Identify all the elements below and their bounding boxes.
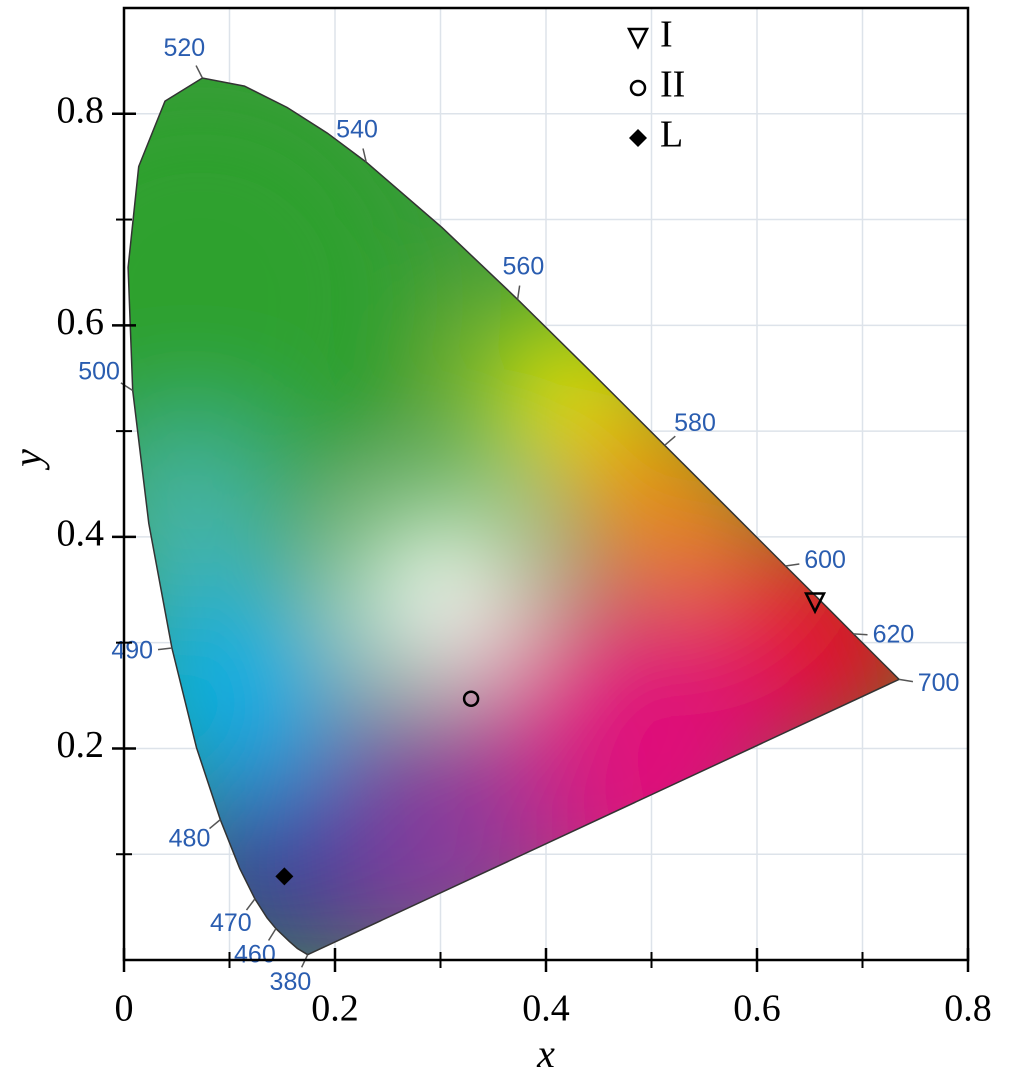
wavelength-label: 560 bbox=[503, 252, 545, 280]
wavelength-tick bbox=[209, 819, 221, 830]
wavelength-tick bbox=[195, 65, 204, 79]
legend-marker bbox=[629, 129, 647, 147]
point-marker bbox=[804, 592, 827, 615]
legend-marker bbox=[629, 79, 647, 97]
wavelength-tick bbox=[245, 898, 256, 911]
legend-label: I bbox=[660, 14, 673, 56]
y-tick-label: 0.4 bbox=[57, 513, 105, 555]
x-tick-label: 0.6 bbox=[733, 988, 781, 1030]
wavelength-tick bbox=[267, 928, 277, 941]
wavelength-label: 460 bbox=[234, 940, 276, 968]
wavelength-label: 620 bbox=[873, 620, 915, 648]
wavelength-label: 540 bbox=[336, 116, 378, 144]
y-tick-label: 0.8 bbox=[57, 89, 105, 131]
legend-marker bbox=[626, 27, 650, 50]
wavelength-tick bbox=[785, 563, 800, 567]
wavelength-label: 500 bbox=[78, 358, 120, 386]
x-tick-label: 0.4 bbox=[522, 988, 570, 1030]
wavelength-label: 700 bbox=[918, 669, 960, 697]
wavelength-label: 600 bbox=[804, 546, 846, 574]
wavelength-label: 490 bbox=[111, 636, 153, 664]
y-axis-label: y bbox=[5, 449, 50, 471]
wavelength-tick bbox=[362, 148, 367, 163]
point-marker bbox=[275, 867, 294, 886]
wavelength-tick bbox=[120, 382, 134, 392]
wavelength-tick bbox=[898, 678, 914, 683]
wavelength-tick bbox=[516, 285, 521, 300]
wavelength-label: 380 bbox=[270, 968, 312, 996]
wavelength-label: 470 bbox=[210, 909, 252, 937]
y-tick-label: 0.2 bbox=[57, 724, 105, 766]
y-tick-label: 0.6 bbox=[57, 301, 105, 343]
wavelength-label: 480 bbox=[169, 825, 211, 853]
x-axis-label: x bbox=[536, 1031, 555, 1076]
wavelength-tick bbox=[157, 647, 172, 651]
wavelength-label: 580 bbox=[674, 409, 716, 437]
wavelength-label: 520 bbox=[163, 34, 205, 62]
legend-label: L bbox=[660, 114, 683, 156]
x-tick-label: 0 bbox=[115, 988, 134, 1030]
x-tick-label: 0.2 bbox=[311, 988, 359, 1030]
wavelength-tick bbox=[664, 435, 676, 446]
x-tick-label: 0.8 bbox=[944, 988, 992, 1030]
legend-label: II bbox=[660, 64, 685, 106]
wavelength-tick bbox=[853, 633, 868, 636]
point-marker bbox=[462, 690, 480, 707]
